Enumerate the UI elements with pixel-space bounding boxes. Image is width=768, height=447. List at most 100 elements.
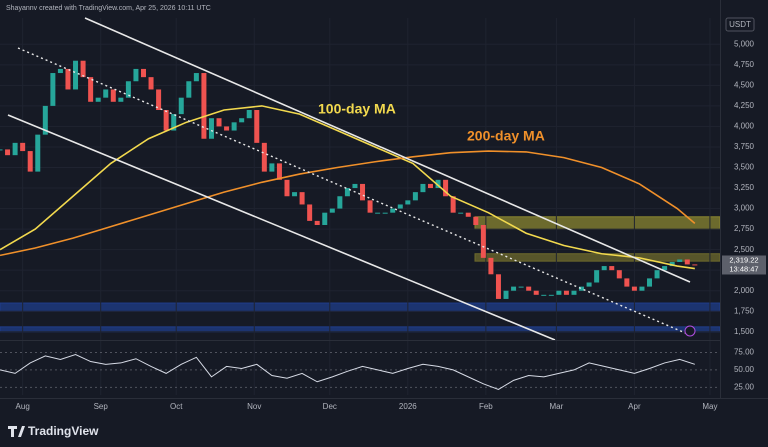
candle (27, 151, 33, 172)
x-tick-label: Apr (628, 402, 641, 411)
candle (186, 81, 192, 98)
candle (352, 183, 358, 189)
logo: TradingView (8, 424, 99, 438)
candle (269, 163, 275, 172)
candle (677, 259, 683, 262)
candle (616, 270, 622, 279)
candle (5, 149, 11, 156)
candle (208, 118, 214, 139)
candle (254, 110, 260, 143)
candle (692, 264, 698, 266)
y-tick-label: 3,750 (734, 142, 755, 151)
candle (65, 68, 71, 90)
y-tick-label: 25.00 (734, 382, 755, 391)
event-marker (684, 325, 696, 337)
currency-box (725, 17, 755, 32)
candle (526, 286, 532, 291)
annotation: 100-day MA (318, 101, 396, 117)
candle (579, 286, 585, 291)
y-tick-label: 4,250 (734, 101, 755, 110)
candle (344, 188, 350, 197)
candle (231, 122, 237, 131)
moving-average (0, 150, 696, 257)
countdown: 13:48:47 (729, 264, 758, 273)
candle (654, 270, 660, 279)
candle (35, 134, 41, 172)
channel-line (7, 114, 556, 341)
candle (473, 216, 479, 225)
candle (420, 183, 426, 193)
candle (556, 290, 562, 295)
candle (193, 73, 199, 82)
y-tick-label: 50.00 (734, 365, 755, 374)
candle (0, 149, 3, 151)
candle (412, 192, 418, 201)
candle (73, 60, 79, 90)
candle (397, 204, 403, 209)
y-tick-label: 2,500 (734, 245, 755, 254)
candle (405, 200, 411, 205)
candle (163, 110, 169, 131)
annotation: 200-day MA (467, 128, 545, 144)
candle (684, 259, 690, 265)
candle (594, 270, 600, 283)
trend-line (17, 47, 691, 336)
candle (450, 196, 456, 213)
candle (518, 286, 524, 288)
candle (639, 286, 645, 291)
candle (360, 183, 366, 201)
candle (224, 126, 230, 131)
candle (662, 266, 668, 271)
candle (548, 294, 554, 296)
candle (367, 200, 373, 213)
candle (511, 286, 517, 291)
candle (458, 212, 464, 214)
candle (563, 290, 569, 295)
candle (390, 208, 396, 213)
candle (103, 89, 109, 98)
candle (284, 179, 290, 197)
y-tick-label: 3,000 (734, 204, 755, 213)
x-tick-label: Mar (549, 402, 563, 411)
y-tick-label: 4,000 (734, 122, 755, 131)
candle (465, 212, 471, 217)
candle (42, 105, 48, 135)
candle (541, 294, 547, 296)
y-tick-label: 1,750 (734, 306, 755, 315)
candle (261, 142, 267, 172)
candle (118, 97, 124, 102)
candle (571, 290, 577, 295)
candle (669, 261, 675, 267)
y-tick-label: 2,000 (734, 286, 755, 295)
candle (631, 286, 637, 291)
x-tick-label: Sep (94, 402, 109, 411)
last-price: 2,319.22 (729, 255, 758, 264)
price-zone (0, 326, 721, 333)
candle (427, 183, 433, 189)
brand: TradingView (28, 424, 99, 438)
candle (329, 208, 335, 213)
candle (322, 212, 328, 225)
candle (443, 179, 449, 197)
candle (171, 114, 177, 131)
candle (375, 212, 381, 214)
y-tick-label: 2,750 (734, 224, 755, 233)
candle (125, 81, 131, 98)
candle (435, 179, 441, 189)
logo-icon (8, 426, 25, 437)
candle (148, 77, 154, 90)
x-tick-label: Feb (479, 402, 493, 411)
candle (601, 266, 607, 271)
y-tick-label: 1,500 (734, 327, 755, 336)
y-tick-label: 75.00 (734, 348, 755, 357)
y-tick-label: 5,000 (734, 39, 755, 48)
price-zone (474, 216, 721, 230)
candle (246, 110, 252, 119)
candle (503, 290, 509, 299)
price-zone (474, 253, 721, 262)
candle (140, 68, 146, 78)
candle (88, 77, 94, 102)
currency: USDT (729, 20, 751, 29)
candle (178, 97, 184, 115)
